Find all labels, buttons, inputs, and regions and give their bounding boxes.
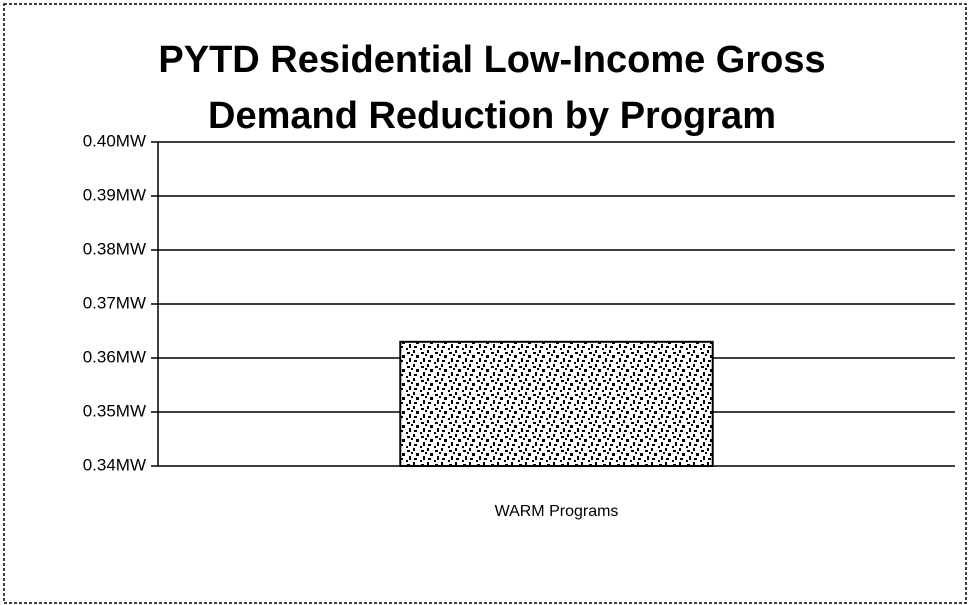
y-tick-label: 0.36MW (83, 347, 146, 366)
y-tick-label: 0.35MW (83, 401, 146, 420)
chart-border (3, 3, 967, 604)
x-tick-label: WARM Programs (495, 503, 619, 520)
y-tick-label: 0.38MW (83, 239, 146, 258)
chart-title: PYTD Residential Low-Income Gross (158, 39, 825, 81)
y-tick-label: 0.39MW (83, 185, 146, 204)
y-tick-label: 0.34MW (83, 455, 146, 474)
bar (399, 340, 714, 467)
chart-title: Demand Reduction by Program (208, 95, 776, 137)
y-tick-label: 0.40MW (83, 131, 146, 150)
y-tick-label: 0.37MW (83, 293, 146, 312)
